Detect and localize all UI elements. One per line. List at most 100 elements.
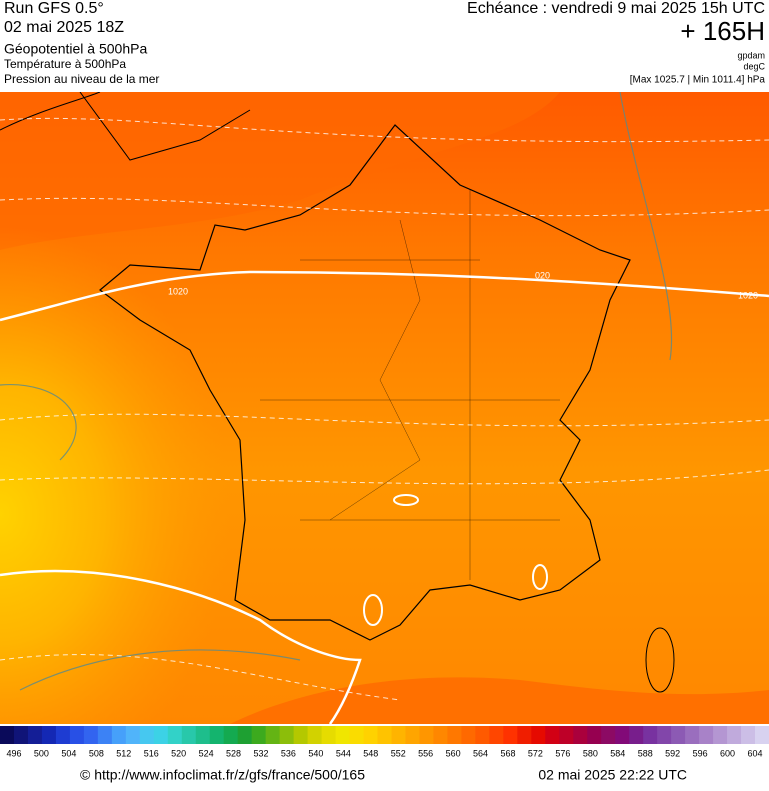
colorbar-label: 552 [391, 748, 406, 758]
color-swatch [489, 726, 504, 744]
color-swatch [167, 726, 183, 744]
pressure-range: [Max 1025.7 | Min 1011.4] hPa [630, 75, 766, 86]
colorbar-label: 520 [171, 748, 186, 758]
color-swatch [433, 726, 448, 744]
color-swatch [111, 726, 127, 744]
color-swatch [685, 726, 700, 744]
color-swatch [27, 726, 43, 744]
color-swatch [391, 726, 406, 744]
color-swatch [587, 726, 602, 744]
color-swatch [139, 726, 155, 744]
colorbar-label: 568 [500, 748, 515, 758]
color-swatch [559, 726, 574, 744]
color-swatch [699, 726, 714, 744]
run: Run GFS 0.5° [4, 0, 104, 17]
color-swatch [755, 726, 769, 744]
color-swatch [181, 726, 197, 744]
color-swatch [671, 726, 686, 744]
colorbar-label: 528 [226, 748, 241, 758]
color-swatch [741, 726, 756, 744]
color-swatch [545, 726, 560, 744]
colorbar-label: 572 [528, 748, 543, 758]
colorbar-label: 500 [34, 748, 49, 758]
color-swatch [125, 726, 141, 744]
color-swatch [517, 726, 532, 744]
color-swatch [377, 726, 392, 744]
colorbar-label: 512 [116, 748, 131, 758]
run-date: 02 mai 2025 18Z [4, 19, 124, 36]
colorbar-label: 580 [583, 748, 598, 758]
colorbar-label: 524 [199, 748, 214, 758]
colorbar-label: 536 [281, 748, 296, 758]
color-swatch [13, 726, 29, 744]
colorbar-label: 508 [89, 748, 104, 758]
horizon: + 165H [680, 16, 765, 46]
color-swatch [335, 726, 351, 744]
color-swatch [573, 726, 588, 744]
color-swatch [97, 726, 113, 744]
color-swatch [475, 726, 490, 744]
color-swatch [265, 726, 281, 744]
color-swatch [251, 726, 267, 744]
color-swatch [307, 726, 323, 744]
contour-label: 1020 [168, 286, 188, 296]
color-swatch [629, 726, 644, 744]
colorbar-label: 592 [665, 748, 680, 758]
colorbar-label: 596 [693, 748, 708, 758]
timestamp: 02 mai 2025 22:22 UTC [538, 767, 687, 783]
color-swatch [223, 726, 239, 744]
color-swatch [279, 726, 295, 744]
contour-label: 1020 [738, 290, 758, 300]
map: 1020 020 1020 [0, 92, 769, 724]
colorbar-label: 600 [720, 748, 735, 758]
color-swatch [503, 726, 518, 744]
color-swatch [209, 726, 225, 744]
echeance: Echéance : vendredi 9 mai 2025 15h UTC [467, 0, 765, 17]
colorbar: 496 500 504 508 512 516 520 524 528 532 536 540 544 5… [0, 726, 769, 758]
color-swatch [419, 726, 434, 744]
colorbar-label: 504 [61, 748, 76, 758]
color-swatch [321, 726, 337, 744]
colorbar-label: 588 [638, 748, 653, 758]
color-swatch [727, 726, 742, 744]
color-swatch [657, 726, 672, 744]
color-swatch [615, 726, 630, 744]
colorbar-label: 584 [610, 748, 625, 758]
color-swatch [713, 726, 728, 744]
source: © http://www.infoclimat.fr/z/gfs/france/… [80, 767, 365, 783]
unit: gpdam [737, 50, 765, 60]
colorbar-label: 576 [555, 748, 570, 758]
colorbar-label: 516 [144, 748, 159, 758]
color-swatch [643, 726, 658, 744]
contour-label: 020 [535, 270, 550, 280]
color-swatch [153, 726, 169, 744]
colorbar-label: 604 [747, 748, 762, 758]
colorbar-label: 564 [473, 748, 488, 758]
layer: Pression au niveau de la mer [4, 72, 159, 86]
colorbar-label: 560 [446, 748, 461, 758]
colorbar-label: 532 [253, 748, 268, 758]
layer: Température à 500hPa [4, 57, 126, 71]
colorbar-label: 548 [363, 748, 378, 758]
color-swatch [601, 726, 616, 744]
color-swatch [405, 726, 420, 744]
color-swatch [447, 726, 462, 744]
color-swatch [293, 726, 309, 744]
color-swatch [195, 726, 211, 744]
color-swatch [55, 726, 71, 744]
color-swatch [83, 726, 99, 744]
color-swatch [69, 726, 85, 744]
color-swatch [0, 726, 15, 744]
color-swatch [363, 726, 379, 744]
color-swatch [237, 726, 253, 744]
color-swatch [41, 726, 57, 744]
colorbar-label: 556 [418, 748, 433, 758]
colorbar-label: 544 [336, 748, 351, 758]
color-swatch [461, 726, 476, 744]
layer: Géopotentiel à 500hPa [4, 41, 147, 57]
color-swatch [349, 726, 365, 744]
unit: degC [743, 61, 765, 71]
color-swatch [531, 726, 546, 744]
colorbar-label: 540 [308, 748, 323, 758]
